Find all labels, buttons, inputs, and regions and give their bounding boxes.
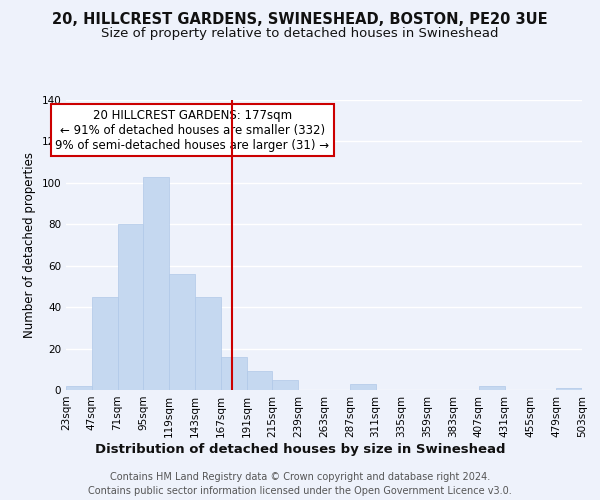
Bar [350, 384, 376, 390]
Bar [221, 357, 247, 390]
Text: Size of property relative to detached houses in Swineshead: Size of property relative to detached ho… [101, 28, 499, 40]
Bar [92, 297, 118, 390]
Text: Contains public sector information licensed under the Open Government Licence v3: Contains public sector information licen… [88, 486, 512, 496]
Text: 20 HILLCREST GARDENS: 177sqm
← 91% of detached houses are smaller (332)
9% of se: 20 HILLCREST GARDENS: 177sqm ← 91% of de… [55, 108, 329, 152]
Text: 20, HILLCREST GARDENS, SWINESHEAD, BOSTON, PE20 3UE: 20, HILLCREST GARDENS, SWINESHEAD, BOSTO… [52, 12, 548, 28]
Bar [479, 386, 505, 390]
Bar [195, 297, 221, 390]
Bar [169, 274, 195, 390]
Bar [66, 386, 92, 390]
Bar [118, 224, 143, 390]
Y-axis label: Number of detached properties: Number of detached properties [23, 152, 36, 338]
Bar [247, 372, 272, 390]
Bar [556, 388, 582, 390]
Text: Contains HM Land Registry data © Crown copyright and database right 2024.: Contains HM Land Registry data © Crown c… [110, 472, 490, 482]
Bar [143, 176, 169, 390]
Text: Distribution of detached houses by size in Swineshead: Distribution of detached houses by size … [95, 442, 505, 456]
Bar [272, 380, 298, 390]
